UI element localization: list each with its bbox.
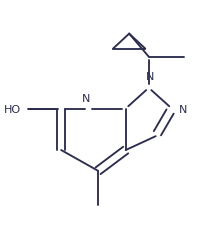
Text: N: N — [179, 104, 187, 114]
Text: HO: HO — [4, 104, 21, 114]
Text: N: N — [146, 72, 154, 82]
Text: N: N — [82, 93, 91, 103]
